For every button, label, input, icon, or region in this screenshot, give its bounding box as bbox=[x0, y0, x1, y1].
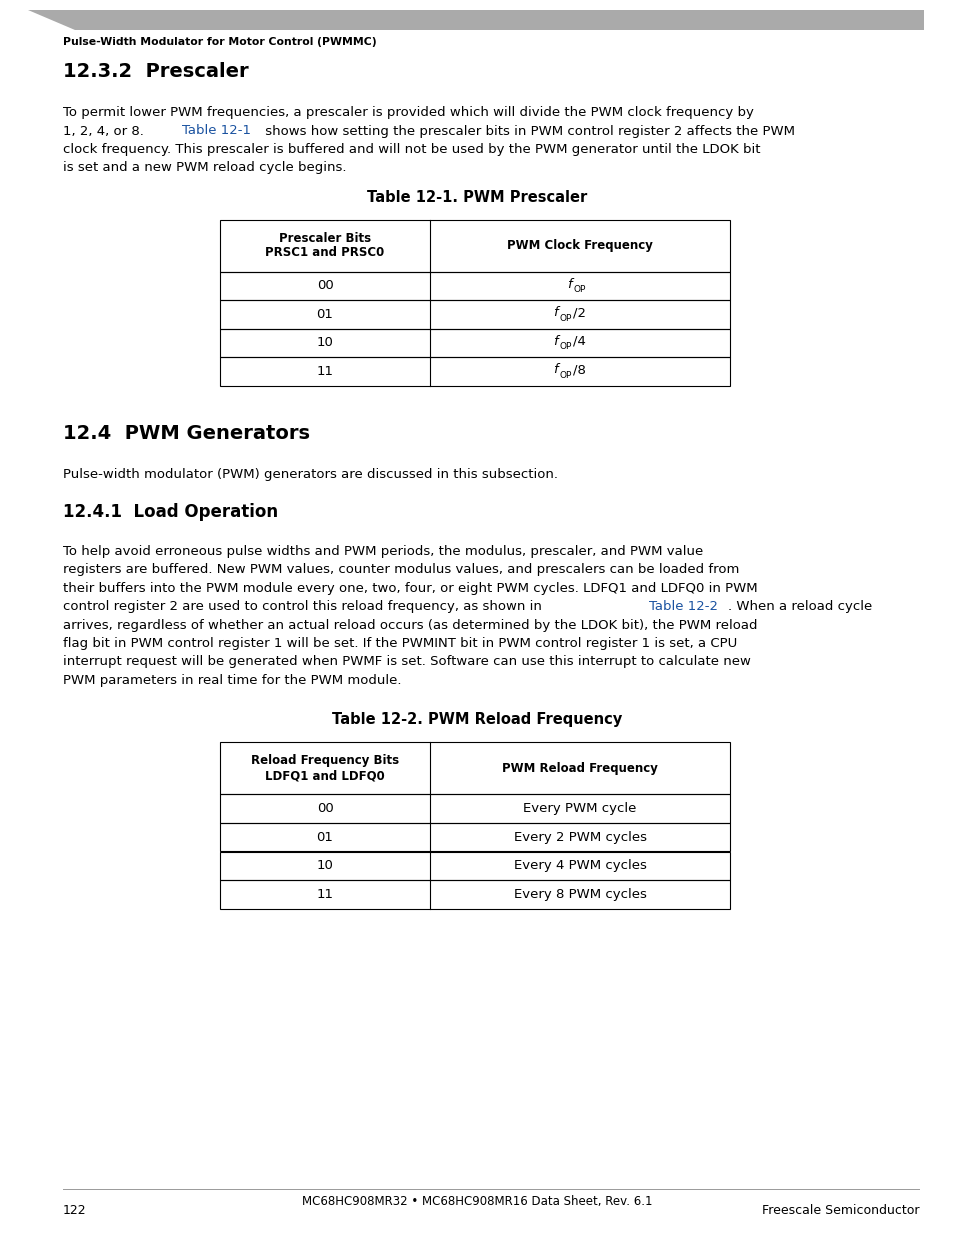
Text: f: f bbox=[553, 363, 558, 377]
Text: /2: /2 bbox=[573, 306, 585, 320]
Text: . When a reload cycle: . When a reload cycle bbox=[727, 600, 871, 613]
Text: OP: OP bbox=[559, 314, 572, 322]
Text: 10: 10 bbox=[316, 860, 334, 872]
Text: Table 12-1. PWM Prescaler: Table 12-1. PWM Prescaler bbox=[367, 189, 586, 205]
Bar bbox=[220, 851, 729, 881]
Bar bbox=[220, 357, 729, 385]
Text: interrupt request will be generated when PWMF is set. Software can use this inte: interrupt request will be generated when… bbox=[63, 656, 750, 668]
Text: their buffers into the PWM module every one, two, four, or eight PWM cycles. LDF: their buffers into the PWM module every … bbox=[63, 582, 757, 594]
Text: 122: 122 bbox=[63, 1204, 87, 1216]
Text: 00: 00 bbox=[316, 279, 333, 293]
Text: Every PWM cycle: Every PWM cycle bbox=[523, 803, 636, 815]
Text: f: f bbox=[553, 306, 558, 320]
Text: clock frequency. This prescaler is buffered and will not be used by the PWM gene: clock frequency. This prescaler is buffe… bbox=[63, 143, 760, 156]
Text: 12.4  PWM Generators: 12.4 PWM Generators bbox=[63, 424, 310, 442]
Text: arrives, regardless of whether an actual reload occurs (as determined by the LDO: arrives, regardless of whether an actual… bbox=[63, 619, 757, 631]
Bar bbox=[220, 823, 729, 851]
Text: MC68HC908MR32 • MC68HC908MR16 Data Sheet, Rev. 6.1: MC68HC908MR32 • MC68HC908MR16 Data Sheet… bbox=[301, 1195, 652, 1208]
Text: shows how setting the prescaler bits in PWM control register 2 affects the PWM: shows how setting the prescaler bits in … bbox=[260, 125, 794, 137]
Polygon shape bbox=[28, 10, 923, 30]
Text: OP: OP bbox=[559, 370, 572, 379]
Text: flag bit in PWM control register 1 will be set. If the PWMINT bit in PWM control: flag bit in PWM control register 1 will … bbox=[63, 637, 737, 650]
Text: Pulse-width modulator (PWM) generators are discussed in this subsection.: Pulse-width modulator (PWM) generators a… bbox=[63, 468, 558, 480]
Text: 12.3.2  Prescaler: 12.3.2 Prescaler bbox=[63, 62, 249, 82]
Text: is set and a new PWM reload cycle begins.: is set and a new PWM reload cycle begins… bbox=[63, 162, 346, 174]
Text: Table 12-1: Table 12-1 bbox=[182, 125, 251, 137]
Text: registers are buffered. New PWM values, counter modulus values, and prescalers c: registers are buffered. New PWM values, … bbox=[63, 563, 739, 576]
Bar bbox=[220, 272, 729, 300]
Bar bbox=[220, 794, 729, 823]
Text: Every 8 PWM cycles: Every 8 PWM cycles bbox=[513, 888, 646, 900]
Text: /4: /4 bbox=[573, 335, 585, 348]
Text: f: f bbox=[553, 335, 558, 348]
Text: Table 12-2: Table 12-2 bbox=[648, 600, 717, 613]
Text: 01: 01 bbox=[316, 831, 334, 844]
Text: Every 4 PWM cycles: Every 4 PWM cycles bbox=[513, 860, 646, 872]
Text: To permit lower PWM frequencies, a prescaler is provided which will divide the P: To permit lower PWM frequencies, a presc… bbox=[63, 106, 753, 119]
Text: 01: 01 bbox=[316, 308, 334, 321]
Bar bbox=[220, 220, 729, 272]
Bar bbox=[220, 329, 729, 357]
Bar bbox=[220, 742, 729, 794]
Text: 00: 00 bbox=[316, 803, 333, 815]
Text: 11: 11 bbox=[316, 364, 334, 378]
Text: PWM Reload Frequency: PWM Reload Frequency bbox=[501, 762, 658, 776]
Text: PWM Clock Frequency: PWM Clock Frequency bbox=[507, 240, 652, 252]
Text: Freescale Semiconductor: Freescale Semiconductor bbox=[760, 1204, 918, 1216]
Text: OP: OP bbox=[574, 285, 586, 294]
Text: 11: 11 bbox=[316, 888, 334, 900]
Text: control register 2 are used to control this reload frequency, as shown in: control register 2 are used to control t… bbox=[63, 600, 545, 613]
Text: OP: OP bbox=[559, 342, 572, 351]
Bar bbox=[220, 881, 729, 909]
Text: Table 12-2. PWM Reload Frequency: Table 12-2. PWM Reload Frequency bbox=[332, 713, 621, 727]
Bar bbox=[220, 300, 729, 329]
Text: Prescaler Bits
PRSC1 and PRSC0: Prescaler Bits PRSC1 and PRSC0 bbox=[265, 231, 384, 259]
Text: Reload Frequency Bits
LDFQ1 and LDFQ0: Reload Frequency Bits LDFQ1 and LDFQ0 bbox=[251, 755, 398, 783]
Text: 10: 10 bbox=[316, 336, 334, 350]
Text: 12.4.1  Load Operation: 12.4.1 Load Operation bbox=[63, 503, 278, 520]
Text: f: f bbox=[567, 278, 572, 290]
Text: 1, 2, 4, or 8.: 1, 2, 4, or 8. bbox=[63, 125, 148, 137]
Text: /8: /8 bbox=[573, 363, 585, 377]
Text: Every 2 PWM cycles: Every 2 PWM cycles bbox=[513, 831, 646, 844]
Text: PWM parameters in real time for the PWM module.: PWM parameters in real time for the PWM … bbox=[63, 674, 401, 687]
Text: Pulse-Width Modulator for Motor Control (PWMMC): Pulse-Width Modulator for Motor Control … bbox=[63, 37, 376, 47]
Text: To help avoid erroneous pulse widths and PWM periods, the modulus, prescaler, an: To help avoid erroneous pulse widths and… bbox=[63, 545, 702, 557]
